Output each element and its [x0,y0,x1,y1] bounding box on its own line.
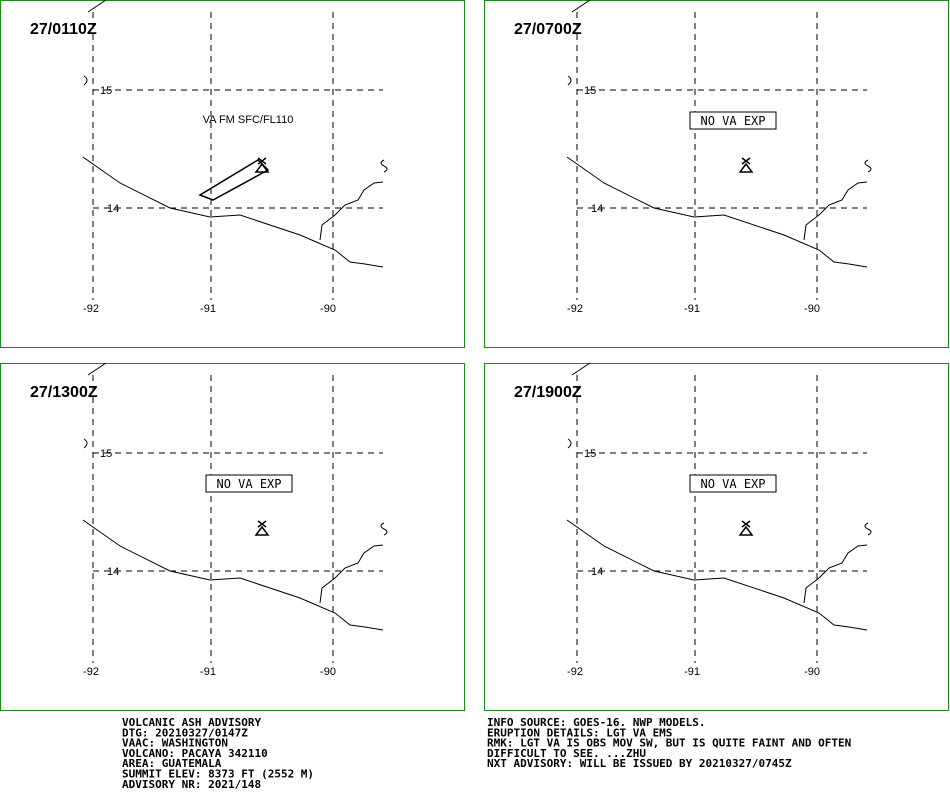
lat-label: 15 [584,85,596,97]
lat-label: 14 [107,203,119,215]
advisory-line: AREA: GUATEMALA [122,757,222,770]
coastline [319,181,384,241]
lon-label: -90 [320,666,336,678]
advisory-line: VOLCANO: PACAYA 342110 [122,747,268,760]
lon-label: -92 [567,666,583,678]
advisory-line: DIFFICULT TO SEE. ...ZHU [487,747,646,760]
coast-fragment [567,438,572,449]
panel-title: 27/1900Z [514,384,582,401]
coastline [82,156,384,268]
no-ash-label: NO VA EXP [700,114,765,128]
panel-title: 27/1300Z [30,384,98,401]
advisory-line: VOLCANIC ASH ADVISORY [122,716,261,729]
label-box [205,474,293,493]
coast-fragment [380,522,388,536]
advisory-line: SUMMIT ELEV: 8373 FT (2552 M) [122,768,314,781]
advisory-line: ADVISORY NR: 2021/148 [122,778,261,791]
coastline [319,544,384,604]
label-box [689,474,777,493]
panel-frame [484,363,949,711]
lon-label: -91 [200,666,216,678]
panel-title: 27/0700Z [514,21,582,38]
no-ash-label: NO VA EXP [700,477,765,491]
lon-label: -90 [804,303,820,315]
label-box [689,111,777,130]
coastline [82,519,384,631]
panel: 15 14 -92 -91 -90 27/1300Z NO VA EXP [0,362,465,711]
coast-fragment [567,75,572,86]
coastline [803,181,868,241]
coast-fragment [83,438,88,449]
lon-label: -90 [320,303,336,315]
lon-label: -92 [83,666,99,678]
coast-fragment [380,159,388,173]
coast-fragment [864,159,872,173]
advisory-line: VAAC: WASHINGTON [122,737,228,750]
lon-label: -90 [804,666,820,678]
panel: 15 14 -92 -91 -90 27/1900Z NO VA EXP [484,362,949,711]
volcano-symbol [738,520,754,536]
coastline [566,156,868,268]
coast-fragment [864,522,872,536]
coast-fragment [571,362,591,376]
lon-label: -91 [684,666,700,678]
lat-label: 14 [107,566,119,578]
coastline [803,544,868,604]
coast-fragment [87,362,107,376]
advisory-line: INFO SOURCE: GOES-16. NWP MODELS. [487,716,706,729]
lat-label: 15 [100,448,112,460]
advisory-line: NXT ADVISORY: WILL BE ISSUED BY 20210327… [487,757,792,770]
no-ash-label: NO VA EXP [216,477,281,491]
volcano-symbol [254,520,270,536]
advisory-line: ERUPTION DETAILS: LGT VA EMS [487,726,672,739]
panel-title: 27/0110Z [30,21,97,38]
lat-label: 15 [584,448,596,460]
coastline [566,519,868,631]
lon-label: -91 [684,303,700,315]
lon-label: -92 [567,303,583,315]
lat-label: 15 [100,85,112,97]
panel-frame [0,363,465,711]
lat-label: 14 [591,203,603,215]
panel: 15 14 -92 -91 -90 27/0700Z NO VA EXP [484,0,949,348]
panel: 15 14 -92 -91 -90 27/0110Z VA FM SFC/FL110 [0,0,465,348]
ash-label: VA FM SFC/FL110 [203,114,294,126]
coast-fragment [83,75,88,86]
advisory-line: DTG: 20210327/0147Z [122,726,248,739]
coast-fragment [87,0,107,13]
panel-frame [0,0,465,348]
lat-label: 14 [591,566,603,578]
ash-area [198,159,270,201]
volcano-symbol [738,157,754,173]
lon-label: -92 [83,303,99,315]
panel-frame [484,0,949,348]
advisory-line: RMK: LGT VA IS OBS MOV SW, BUT IS QUITE … [487,737,851,750]
coast-fragment [571,0,591,13]
lon-label: -91 [200,303,216,315]
